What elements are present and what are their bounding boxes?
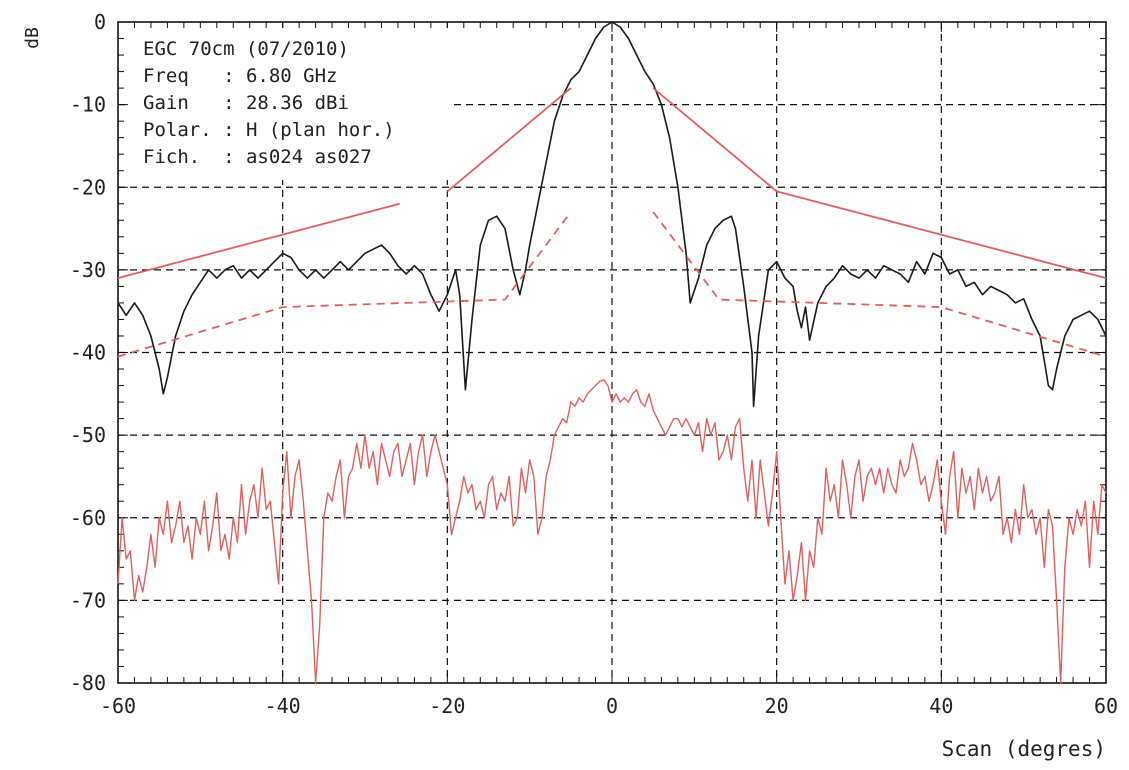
y-tick-label: -70 <box>70 588 106 612</box>
mask-copolar-left-line <box>117 202 400 279</box>
info-line-files: Fich. : as024 as027 <box>143 146 372 168</box>
y-tick-label: -40 <box>70 341 106 365</box>
y-tick-label: -50 <box>70 423 106 447</box>
mask-copolar-right-line <box>652 87 1107 279</box>
y-tick-label: 0 <box>94 10 106 34</box>
minor-ticks <box>117 21 1107 684</box>
y-tick-label: -60 <box>70 506 106 530</box>
info-line-polar: Polar. : H (plan hor.) <box>143 119 395 141</box>
x-tick-label: 0 <box>606 694 618 718</box>
x-axis-label: Scan (degres) <box>942 737 1106 761</box>
x-tick-label: -40 <box>265 694 301 718</box>
x-tick-label: 20 <box>765 694 789 718</box>
y-tick-label: -80 <box>70 671 106 695</box>
info-box: EGC 70cm (07/2010) Freq : 6.80 GHz Gain … <box>128 28 450 180</box>
y-tick-label: -10 <box>70 93 106 117</box>
y-axis-label: dB <box>22 27 43 49</box>
mask-crosspolar-right-line <box>652 211 1107 358</box>
mask-copolar-center-left-line <box>446 87 572 193</box>
y-tick-label: -20 <box>70 175 106 199</box>
x-tick-label: -60 <box>100 694 136 718</box>
x-tick-label: 40 <box>929 694 953 718</box>
crosspolar-line <box>117 379 1107 684</box>
x-tick-label: 60 <box>1094 694 1118 718</box>
copolar-line <box>117 21 1107 407</box>
x-tick-label: -20 <box>429 694 465 718</box>
mask-crosspolar-left-line <box>117 211 572 358</box>
info-line-freq: Freq : 6.80 GHz <box>143 65 337 87</box>
info-line-title: EGC 70cm (07/2010) <box>143 38 349 60</box>
grid-lines <box>118 22 1106 683</box>
tick-labels: -60 -40 -20 0 20 40 60 0 -10 -20 -30 -40 -50 -60 -70 -8… <box>70 10 1118 718</box>
y-tick-label: -30 <box>70 258 106 282</box>
series-layer <box>117 21 1107 684</box>
info-line-gain: Gain : 28.36 dBi <box>143 92 349 114</box>
